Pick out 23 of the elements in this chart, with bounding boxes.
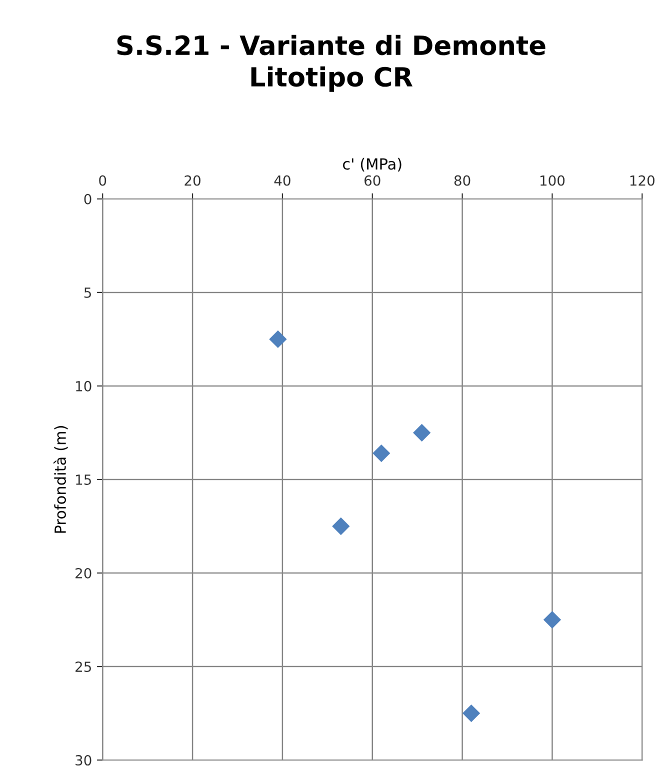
y-tick-label: 30	[76, 755, 92, 766]
y-tick-label: 10	[76, 380, 92, 392]
x-tick-label: 120	[630, 175, 654, 186]
chart-title: S.S.21 - Variante di Demonte Litotipo CR	[117, 34, 546, 92]
point	[462, 704, 480, 722]
x-tick-label: 80	[454, 175, 470, 186]
point	[544, 611, 561, 628]
x-tick-label: 60	[364, 175, 380, 186]
x-tick-label: 100	[540, 175, 565, 186]
y-tick-label: 5	[84, 288, 91, 298]
y-tick-label: 20	[76, 568, 92, 578]
point	[332, 518, 350, 535]
x-tick-label: 0	[99, 175, 106, 186]
x-tick-label: 20	[184, 175, 200, 186]
y-axis-title: Profondità (m)	[54, 426, 68, 533]
point	[413, 424, 430, 442]
x-tick-label: 40	[274, 175, 290, 186]
y-tick-label: 15	[76, 474, 91, 485]
point	[372, 444, 390, 462]
point	[269, 330, 287, 348]
y-tick-label: 25	[76, 662, 91, 672]
y-tick-label: 0	[84, 194, 92, 204]
x-axis-title: c' (MPa)	[342, 158, 402, 172]
